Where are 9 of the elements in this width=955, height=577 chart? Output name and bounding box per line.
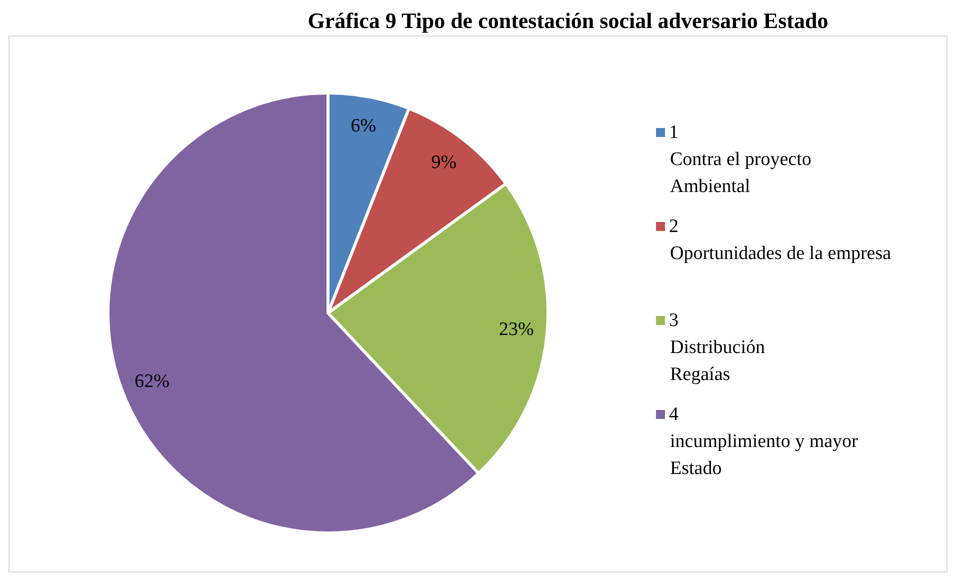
legend-label: 4 incumplimiento y mayor Estado	[669, 404, 859, 479]
data-label: 62%	[134, 371, 170, 392]
chart-title: Gráfica 9 Tipo de contestación social adversario Estado	[308, 8, 828, 33]
legend-label: 1 Contra el proyecto Ambiental	[669, 122, 812, 197]
data-label: 9%	[431, 152, 457, 173]
data-label: 6%	[350, 116, 376, 137]
data-label: 23%	[498, 319, 534, 340]
legend-label: 2 Oportunidades de la empresa	[669, 216, 892, 264]
legend-label: 3 Distribución Regaías	[669, 310, 766, 385]
